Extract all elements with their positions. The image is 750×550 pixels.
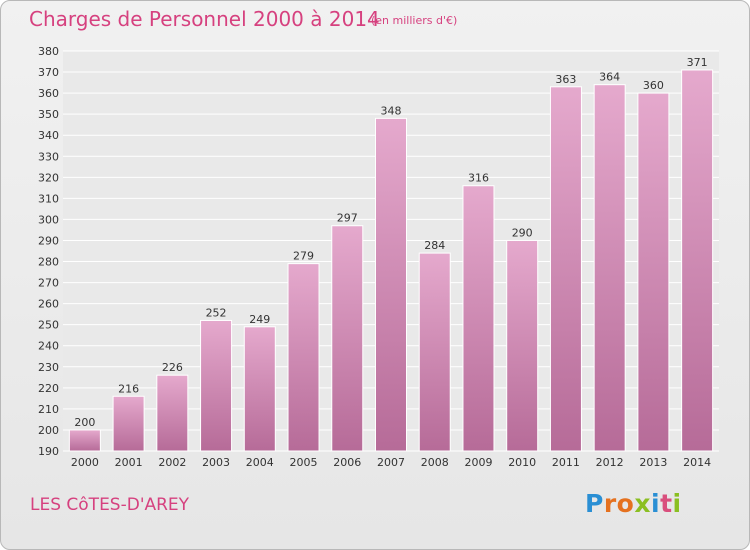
x-tick-label: 2012 [596,456,624,469]
y-tick-label: 320 [38,171,59,184]
x-tick-label: 2004 [246,456,274,469]
y-tick-label: 220 [38,382,59,395]
y-tick-label: 210 [38,403,59,416]
y-tick-label: 260 [38,298,59,311]
value-label: 371 [687,56,708,69]
x-tick-label: 2006 [333,456,361,469]
value-label: 252 [206,306,227,319]
x-tick-label: 2014 [683,456,711,469]
value-label: 279 [293,250,314,263]
value-label: 226 [162,361,183,374]
bar-2013 [637,92,670,452]
bar-2006 [331,225,364,452]
x-tick-label: 2000 [71,456,99,469]
x-tick-label: 2007 [377,456,405,469]
y-tick-label: 270 [38,277,59,290]
logo-letter: r [603,489,617,518]
y-tick-label: 230 [38,361,59,374]
bar-2005 [287,263,320,452]
value-label: 290 [512,226,533,239]
x-tick-label: 2008 [421,456,449,469]
bar-2008 [418,252,451,452]
value-label: 363 [555,73,576,86]
y-tick-label: 340 [38,129,59,142]
bar-2012 [593,84,626,452]
bar-2004 [243,326,276,452]
x-tick-label: 2011 [552,456,580,469]
value-label: 249 [249,313,270,326]
x-tick-label: 2002 [158,456,186,469]
value-label: 316 [468,172,489,185]
y-tick-label: 310 [38,192,59,205]
y-tick-label: 200 [38,424,59,437]
x-tick-label: 2001 [115,456,143,469]
y-tick-label: 240 [38,340,59,353]
x-tick-label: 2010 [508,456,536,469]
logo-letter: t [660,489,673,518]
logo-letter: i [651,489,661,518]
bar-2011 [549,86,582,452]
place-name: LES CôTES-D'AREY [30,495,190,515]
value-label: 364 [599,71,620,84]
value-label: 200 [74,416,95,429]
logo-letter: P [585,489,604,518]
proxiti-logo: Proxiti [585,489,682,518]
chart-subtitle: (en milliers d'€) [371,14,458,27]
x-tick-label: 2003 [202,456,230,469]
x-tick-label: 2009 [464,456,492,469]
chart-title: Charges de Personnel 2000 à 2014 [29,7,380,31]
y-tick-label: 290 [38,234,59,247]
logo-letter: x [634,489,651,518]
y-tick-label: 360 [38,87,59,100]
y-tick-label: 350 [38,108,59,121]
bar-2009 [462,185,495,452]
bar-2001 [112,395,145,452]
value-label: 284 [424,239,445,252]
y-tick-label: 370 [38,66,59,79]
value-label: 360 [643,79,664,92]
value-label: 216 [118,382,139,395]
bar-2000 [68,429,101,452]
bar-2010 [506,239,539,452]
y-tick-label: 250 [38,319,59,332]
logo-letter: o [616,489,635,518]
x-tick-label: 2005 [290,456,318,469]
y-tick-label: 380 [38,45,59,58]
bar-2002 [156,374,189,452]
y-tick-label: 280 [38,256,59,269]
bar-2007 [375,117,407,452]
x-tick-label: 2013 [639,456,667,469]
y-tick-label: 190 [38,445,59,458]
value-label: 348 [381,104,402,117]
value-label: 297 [337,212,358,225]
bar-2014 [681,69,714,452]
bar-2003 [200,319,233,452]
logo-letter: i [672,489,682,518]
y-tick-label: 330 [38,150,59,163]
y-tick-label: 300 [38,213,59,226]
